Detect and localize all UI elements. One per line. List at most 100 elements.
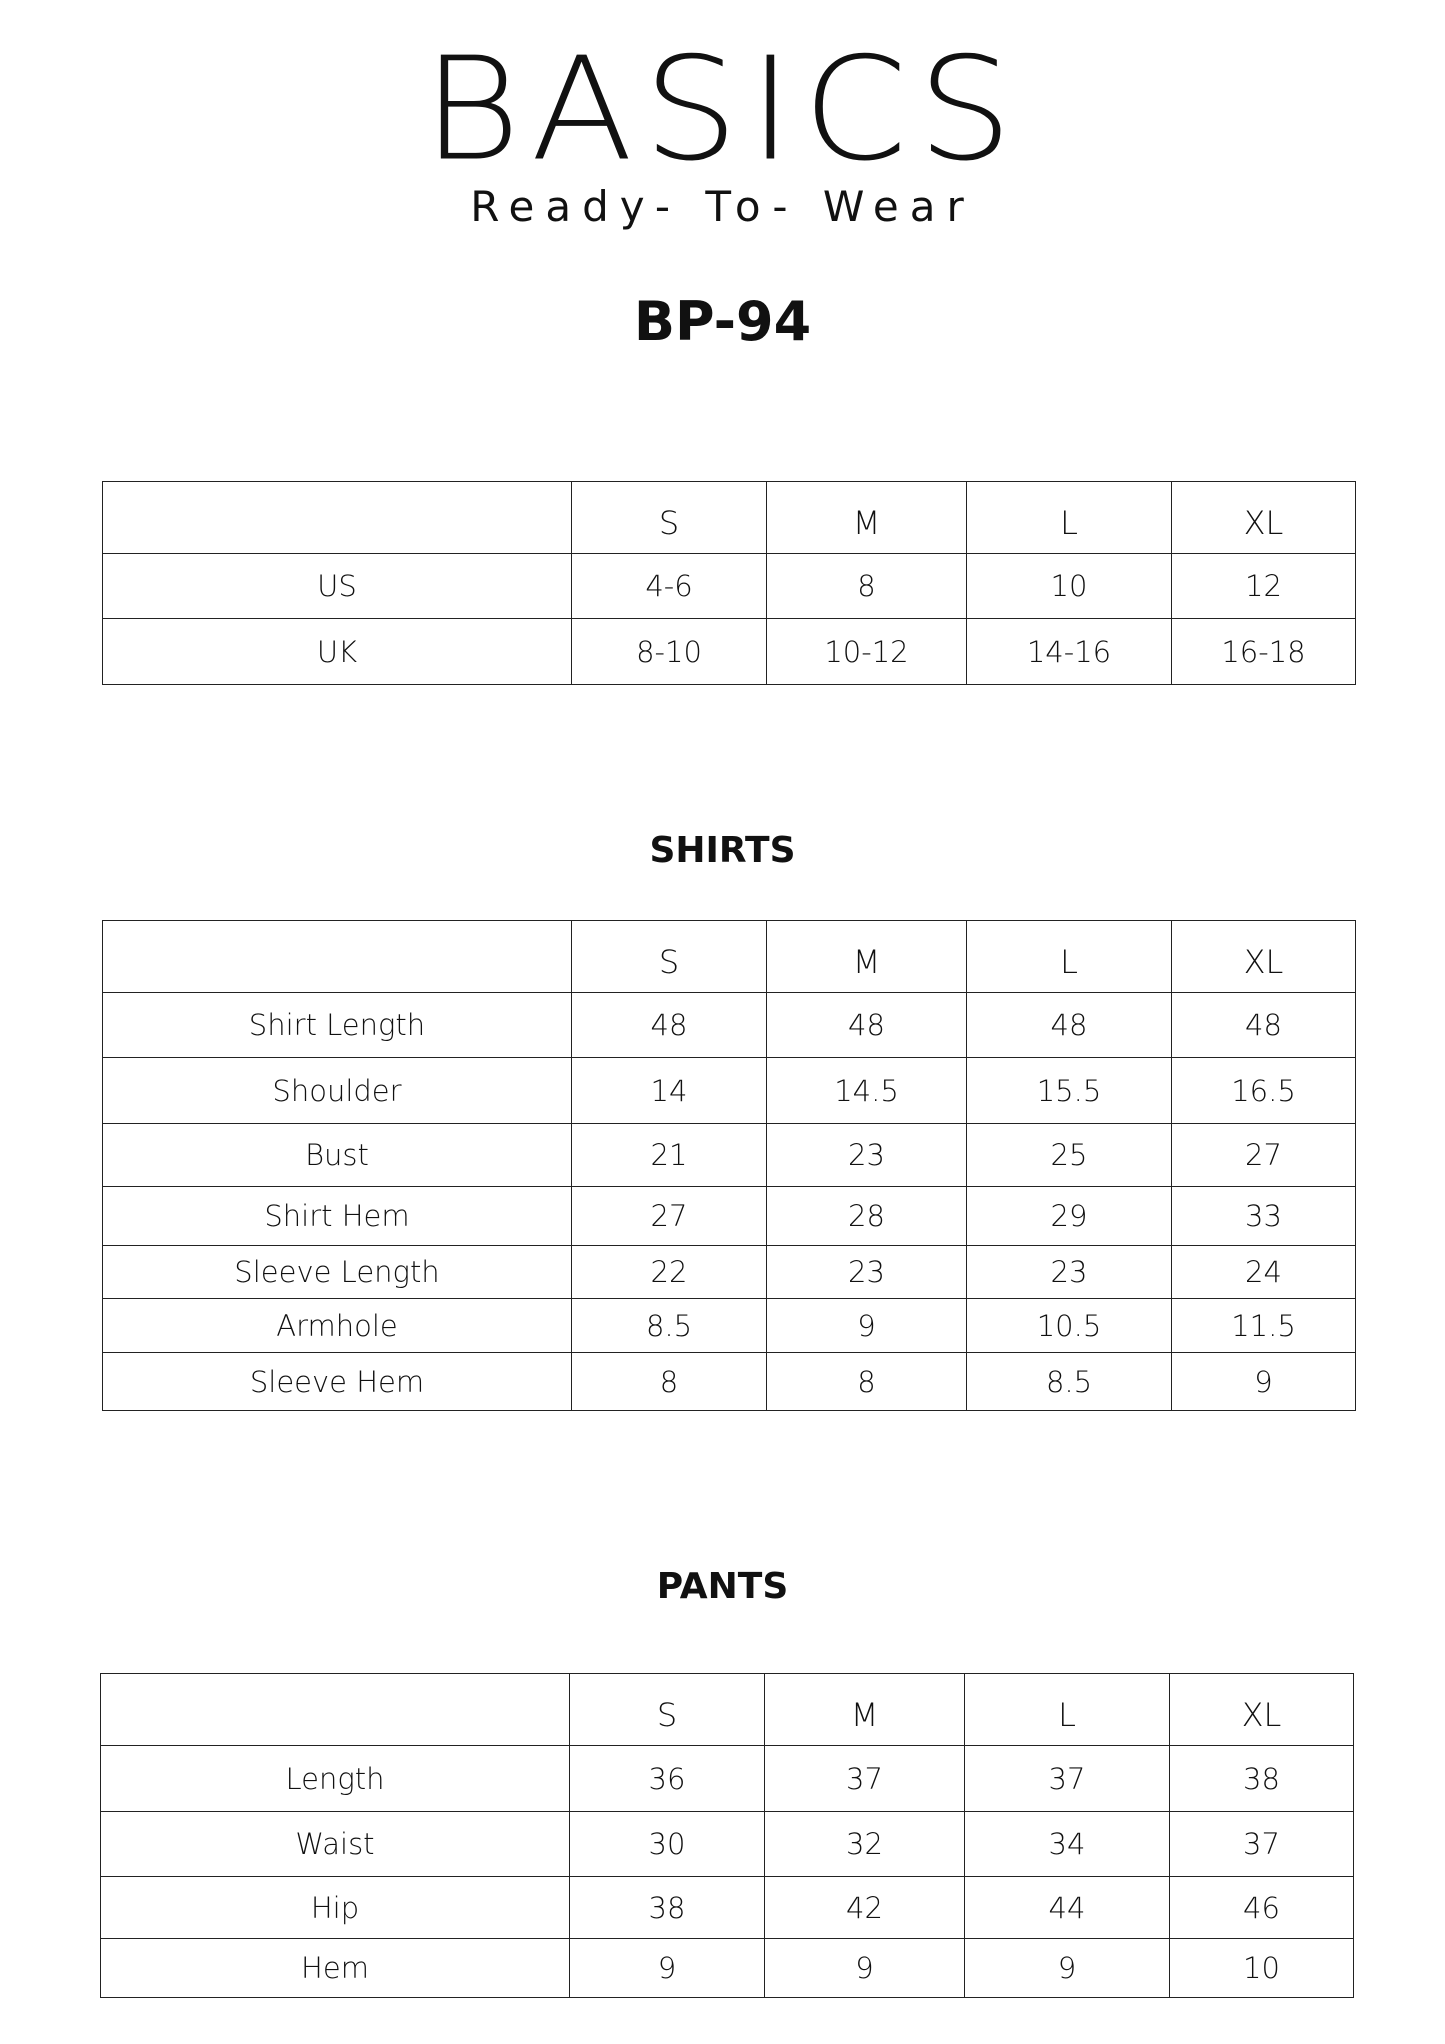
row-label: Shirt Length: [102, 992, 572, 1058]
table-cell: 24: [1171, 1245, 1356, 1299]
table-row: Shirt Hem 27 28 29 33: [102, 1186, 1356, 1246]
table-row: US 4-6 8 10 12: [102, 553, 1356, 619]
header-row: S M L XL: [102, 920, 1356, 993]
table-row: Hem 9 9 9 10: [100, 1938, 1354, 1998]
table-cell: 27: [1171, 1123, 1356, 1187]
brand-logo: BASICS: [422, 27, 1023, 193]
table-cell: 14: [571, 1057, 767, 1124]
table-cell: 37: [964, 1745, 1170, 1812]
table-row: Sleeve Length 22 23 23 24: [102, 1245, 1356, 1299]
brand-tagline: Ready- To- Wear: [470, 182, 975, 231]
table-cell: 48: [571, 992, 767, 1058]
table-cell: 29: [966, 1186, 1172, 1246]
table-cell: 14-16: [966, 618, 1172, 685]
table-cell: 46: [1169, 1876, 1354, 1939]
table-cell: 37: [764, 1745, 965, 1812]
column-header: [102, 481, 572, 554]
column-header: L: [964, 1673, 1170, 1746]
table-row: UK 8-10 10-12 14-16 16-18: [102, 618, 1356, 685]
row-label: Armhole: [102, 1298, 572, 1353]
size-conversion-table: S M L XL US 4-6 8 10 12 UK 8-10 10-12 14-16 16-18: [102, 481, 1356, 685]
column-header: M: [766, 920, 967, 993]
row-label: Length: [100, 1745, 570, 1812]
shirts-measurement-table: S M L XL Shirt Length 48 48 48 48 Shoulder 14 14.5 1…: [102, 920, 1356, 1411]
table-cell: 10-12: [766, 618, 967, 685]
row-label: Shirt Hem: [102, 1186, 572, 1246]
table-cell: 42: [764, 1876, 965, 1939]
product-code: BP-94: [633, 290, 812, 353]
shirts-title: SHIRTS: [649, 830, 796, 871]
table-row: Sleeve Hem 8 8 8.5 9: [102, 1352, 1356, 1411]
column-header: M: [764, 1673, 965, 1746]
table-cell: 10: [966, 553, 1172, 619]
row-label: Sleeve Length: [102, 1245, 572, 1299]
column-header: S: [569, 1673, 765, 1746]
table-row: Armhole 8.5 9 10.5 11.5: [102, 1298, 1356, 1353]
column-header: L: [966, 481, 1172, 554]
row-label: Shoulder: [102, 1057, 572, 1124]
column-header: S: [571, 920, 767, 993]
header-row: S M L XL: [102, 481, 1356, 554]
table-cell: 44: [964, 1876, 1170, 1939]
table-cell: 9: [1171, 1352, 1356, 1411]
table-cell: 16-18: [1171, 618, 1356, 685]
table-cell: 28: [766, 1186, 967, 1246]
row-label: Hip: [100, 1876, 570, 1939]
column-header: L: [966, 920, 1172, 993]
table-cell: 8.5: [966, 1352, 1172, 1411]
table-cell: 9: [569, 1938, 765, 1998]
row-label: US: [102, 553, 572, 619]
table-cell: 48: [966, 992, 1172, 1058]
table-cell: 23: [766, 1123, 967, 1187]
table-cell: 21: [571, 1123, 767, 1187]
header-row: S M L XL: [100, 1673, 1354, 1746]
table-cell: 8: [766, 1352, 967, 1411]
column-header: S: [571, 481, 767, 554]
row-label: Sleeve Hem: [102, 1352, 572, 1411]
table-cell: 22: [571, 1245, 767, 1299]
table-row: Length 36 37 37 38: [100, 1745, 1354, 1812]
row-label: Hem: [100, 1938, 570, 1998]
table-cell: 8: [571, 1352, 767, 1411]
table-row: Shirt Length 48 48 48 48: [102, 992, 1356, 1058]
table-cell: 14.5: [766, 1057, 967, 1124]
pants-measurement-table: S M L XL Length 36 37 37 38 Waist 30 32 34 37 Hip 38 42 4…: [100, 1673, 1354, 1998]
table-row: Hip 38 42 44 46: [100, 1876, 1354, 1939]
table-cell: 23: [966, 1245, 1172, 1299]
column-header: M: [766, 481, 967, 554]
table-cell: 38: [1169, 1745, 1354, 1812]
table-cell: 38: [569, 1876, 765, 1939]
table-cell: 48: [766, 992, 967, 1058]
table-cell: 15.5: [966, 1057, 1172, 1124]
table-cell: 23: [766, 1245, 967, 1299]
table-row: Shoulder 14 14.5 15.5 16.5: [102, 1057, 1356, 1124]
table-cell: 34: [964, 1811, 1170, 1877]
column-header: XL: [1169, 1673, 1354, 1746]
table-cell: 16.5: [1171, 1057, 1356, 1124]
column-header: [100, 1673, 570, 1746]
table-cell: 9: [766, 1298, 967, 1353]
table-cell: 10: [1169, 1938, 1354, 1998]
table-cell: 25: [966, 1123, 1172, 1187]
row-label: Bust: [102, 1123, 572, 1187]
table-cell: 8-10: [571, 618, 767, 685]
pants-title: PANTS: [656, 1566, 789, 1607]
table-cell: 8.5: [571, 1298, 767, 1353]
column-header: XL: [1171, 920, 1356, 993]
table-cell: 30: [569, 1811, 765, 1877]
table-cell: 9: [764, 1938, 965, 1998]
table-cell: 11.5: [1171, 1298, 1356, 1353]
table-cell: 4-6: [571, 553, 767, 619]
column-header: XL: [1171, 481, 1356, 554]
table-cell: 27: [571, 1186, 767, 1246]
table-row: Waist 30 32 34 37: [100, 1811, 1354, 1877]
row-label: UK: [102, 618, 572, 685]
table-cell: 8: [766, 553, 967, 619]
table-cell: 36: [569, 1745, 765, 1812]
column-header: [102, 920, 572, 993]
table-cell: 10.5: [966, 1298, 1172, 1353]
table-cell: 9: [964, 1938, 1170, 1998]
table-cell: 12: [1171, 553, 1356, 619]
table-cell: 37: [1169, 1811, 1354, 1877]
table-cell: 32: [764, 1811, 965, 1877]
